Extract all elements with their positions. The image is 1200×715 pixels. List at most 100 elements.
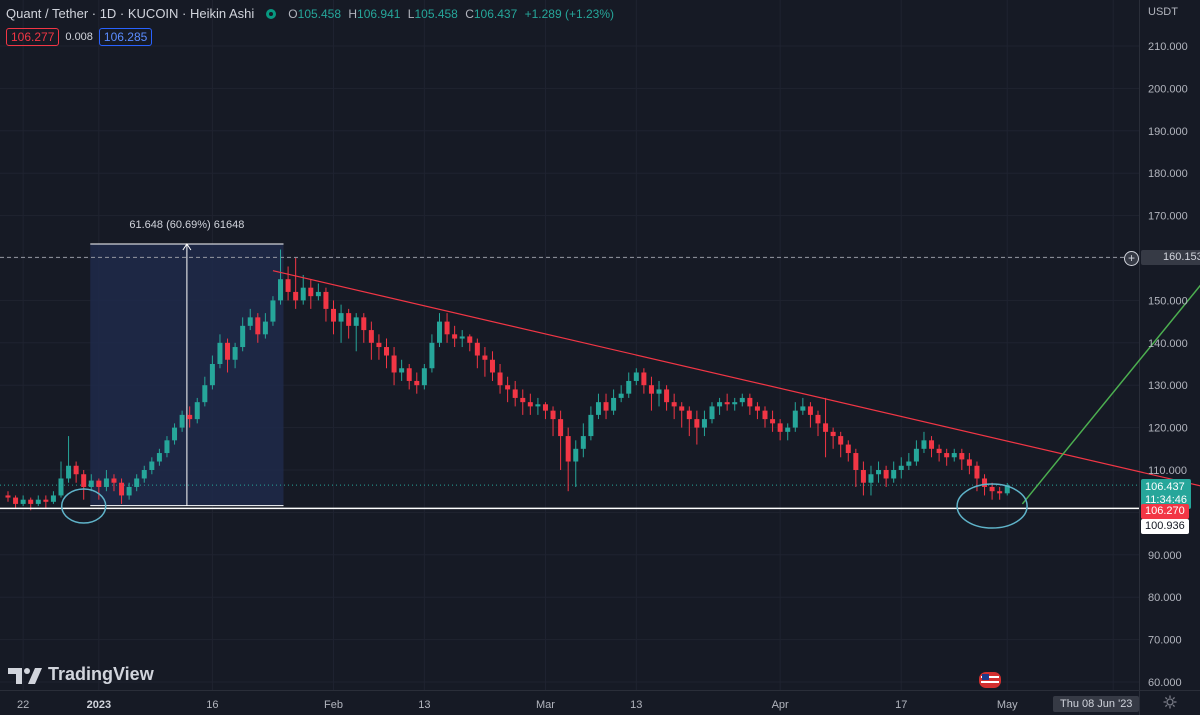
candle-body (989, 486, 995, 492)
candle-body (361, 317, 367, 331)
candle-body (505, 385, 511, 390)
candle-body (679, 406, 685, 411)
close-value: 106.437 (473, 6, 518, 21)
candle-body (898, 465, 904, 470)
candle-body (959, 453, 965, 460)
y-tick-label: 110.000 (1148, 465, 1187, 477)
us-flag-icon[interactable] (979, 672, 1001, 688)
candle-body (648, 385, 654, 394)
candle-body (149, 461, 155, 470)
candle-body (944, 453, 950, 458)
candle-body (626, 380, 632, 394)
candle-body (603, 402, 609, 411)
candle-body (982, 478, 988, 487)
y-tick-label: 80.000 (1148, 592, 1182, 604)
ohlc-readout: O105.458 H106.941 L105.458 C106.437 +1.2… (288, 7, 618, 21)
candle-body (240, 325, 246, 348)
support-price-tag: 100.936 (1141, 519, 1189, 534)
candle-body (232, 347, 238, 360)
measure-arrow-head (182, 243, 192, 251)
x-tick-label: 2023 (87, 699, 111, 711)
candle-body (906, 461, 912, 466)
candle-body (399, 368, 405, 373)
projection-arrow[interactable] (1021, 262, 1200, 505)
candle-body (66, 465, 72, 479)
candle-body (331, 308, 337, 322)
candle-body (58, 478, 64, 496)
gear-icon[interactable] (1163, 695, 1177, 709)
candle-body (209, 364, 215, 386)
y-tick-label: 60.000 (1148, 677, 1182, 689)
candle-body (376, 342, 382, 348)
x-tick-label: 16 (206, 699, 218, 711)
candle-body (732, 402, 738, 405)
candle-body (278, 279, 284, 301)
candle-body (550, 410, 556, 420)
candle-body (913, 448, 919, 462)
low-marker-ellipse-right[interactable] (956, 483, 1028, 529)
candle-body (262, 321, 268, 335)
candle-body (641, 372, 647, 386)
candle-body (762, 410, 768, 420)
candle-body (285, 279, 291, 292)
candle-body (936, 448, 942, 454)
x-tick-label: 17 (895, 699, 907, 711)
candle-body (951, 453, 957, 458)
candle-body (800, 406, 806, 411)
market-status-icon (266, 8, 277, 19)
candle-body (580, 436, 586, 449)
candle-body (35, 499, 41, 504)
y-tick-label: 70.000 (1148, 635, 1182, 647)
candle-body (194, 402, 200, 420)
candle-body (671, 402, 677, 407)
candle-body (520, 397, 526, 403)
candle-body (444, 321, 450, 335)
candle-body (694, 419, 700, 428)
candle-body (459, 336, 465, 339)
candle-body (512, 389, 518, 398)
candle-body (119, 482, 125, 496)
add-alert-icon[interactable]: + (1124, 251, 1139, 266)
descending-trendline[interactable] (272, 270, 1200, 506)
sell-button[interactable]: 106.277 (6, 28, 60, 46)
measure-label: 61.648 (60.69%) 61648 (129, 219, 244, 231)
candle-body (966, 459, 972, 466)
candle-body (845, 444, 851, 454)
tradingview-logo[interactable]: TradingView (8, 664, 154, 685)
candle-body (50, 495, 56, 502)
candle-body (384, 347, 389, 356)
candle-body (141, 470, 147, 479)
x-tick-label: 22 (17, 699, 29, 711)
x-tick-label: 13 (630, 699, 642, 711)
candle-body (595, 402, 601, 415)
tradingview-logo-text: TradingView (48, 664, 154, 684)
candle-body (338, 313, 344, 322)
candle-body (156, 453, 162, 462)
candle-body (868, 474, 874, 483)
x-tick-label: May (997, 699, 1018, 711)
last-price-value: 106.437 (1145, 481, 1185, 493)
low-value: 105.458 (414, 6, 458, 21)
trade-pills: 106.277 0.008 106.285 (6, 28, 153, 46)
low-marker-ellipse-left[interactable] (60, 488, 107, 524)
candle-body (830, 431, 836, 437)
candle-body (414, 380, 420, 386)
low-label: L (407, 6, 415, 21)
candle-body (777, 423, 783, 432)
currency-selector[interactable]: USDT (1148, 6, 1178, 18)
candle-body (436, 321, 442, 343)
candle-body (876, 470, 882, 475)
candle-body (565, 436, 571, 462)
y-tick-label: 150.000 (1148, 295, 1188, 307)
candle-body (838, 436, 844, 445)
candle-body (172, 427, 178, 441)
candle-body (611, 397, 617, 411)
x-tick-label: Mar (536, 699, 555, 711)
red-price-tag: 106.270 (1141, 504, 1189, 519)
countdown-value: 11:34:46 (1145, 494, 1188, 506)
buy-button[interactable]: 106.285 (98, 28, 153, 46)
candle-body (368, 330, 374, 343)
candle-body (293, 291, 299, 301)
symbol-title[interactable]: Quant / Tether · 1D · KUCOIN · Heikin As… (6, 6, 255, 21)
